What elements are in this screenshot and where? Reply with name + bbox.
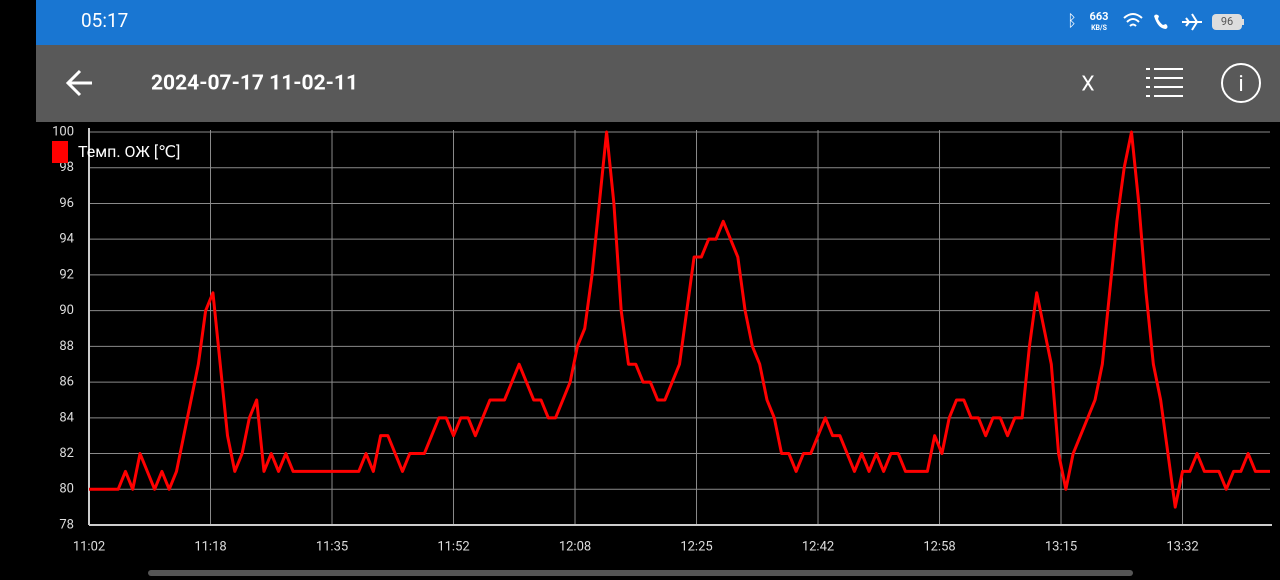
info-glyph: i [1238,72,1243,97]
close-button[interactable]: X [1081,73,1094,97]
y-tick-label: 100 [52,124,74,139]
battery-level: 96 [1221,15,1233,28]
legend-label: Темп. ОЖ [℃] [78,142,180,161]
x-tick-label: 13:32 [1166,539,1198,554]
airplane-icon [1182,13,1202,31]
x-tick-label: 11:35 [316,539,348,554]
x-tick-label: 12:42 [802,539,834,554]
y-tick-label: 78 [59,517,74,532]
net-speed: 663 [1090,10,1109,23]
back-button[interactable] [65,69,92,97]
y-tick-label: 88 [59,339,74,354]
y-tick-label: 98 [59,160,74,175]
legend-swatch [52,141,68,163]
x-tick-label: 12:25 [680,539,712,554]
battery-tip [1242,19,1244,25]
y-tick-label: 94 [59,232,74,247]
call-icon [1154,14,1168,29]
x-tick-label: 13:15 [1045,539,1077,554]
y-tick-label: 96 [59,196,74,211]
wifi-icon [1123,13,1143,27]
y-tick-label: 82 [59,446,74,461]
list-button[interactable] [1146,68,1183,97]
y-tick-label: 80 [59,482,74,497]
y-tick-label: 86 [59,375,74,390]
toolbar [36,45,1280,122]
status-time: 05:17 [81,9,128,32]
x-tick-label: 12:58 [923,539,955,554]
data-line [89,130,1270,509]
x-tick-label: 11:02 [73,539,105,554]
toolbar-title: 2024-07-17 11-02-11 [151,72,358,96]
bluetooth-icon: ᛒ [1067,11,1077,30]
net-speed-unit: KB/S [1091,24,1108,32]
battery-icon [1212,14,1242,30]
scrollbar [148,570,1133,576]
info-button[interactable] [1221,63,1261,103]
left-edge [0,0,36,576]
x-tick-label: 11:52 [437,539,469,554]
y-tick-label: 90 [59,303,74,318]
y-tick-label: 84 [59,410,74,425]
status-bar [36,0,1280,45]
x-tick-label: 12:08 [559,539,591,554]
x-tick-label: 11:18 [194,539,226,554]
y-tick-label: 92 [59,267,74,282]
